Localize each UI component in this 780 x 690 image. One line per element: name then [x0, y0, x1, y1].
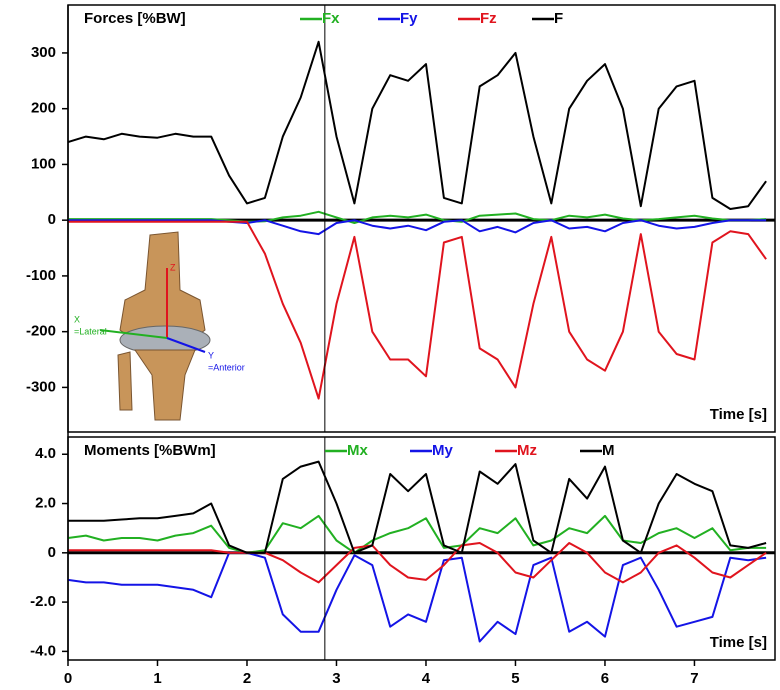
x-tick-label: 6: [601, 670, 609, 687]
x-tick-label: 1: [153, 670, 161, 687]
series-line: [67, 514, 767, 554]
legend-label: Fy: [400, 10, 418, 27]
series-line: [67, 40, 767, 210]
legend-label: Mx: [347, 442, 368, 459]
series-line: [68, 460, 767, 554]
title-box: [72, 7, 240, 31]
y-tick-label: 0: [48, 544, 56, 561]
x-tick-label: 7: [690, 670, 698, 687]
z-label: Z: [170, 262, 176, 272]
x-tick-label: 2: [243, 670, 251, 687]
y-axis: [166, 337, 206, 353]
y-tick-label: 100: [31, 155, 56, 172]
panel-title: Moments [%BWm]: [84, 442, 216, 459]
y-tick-label: 200: [31, 100, 56, 117]
x-tick-label: 0: [64, 670, 72, 687]
legend-label: Fx: [322, 10, 340, 27]
x-tick-label: 4: [422, 670, 431, 687]
x-tick-label: 5: [511, 670, 519, 687]
title-box: [72, 439, 272, 463]
series-line: [68, 220, 767, 400]
knee-illustration: Z X =Lateral Y =Anterior: [74, 231, 245, 421]
y-tick-label: 2.0: [35, 494, 56, 511]
x-axis-label: Time [s]: [710, 406, 767, 423]
y-label: Y: [208, 350, 214, 360]
series-line: [68, 542, 767, 584]
series-line: [68, 210, 767, 224]
y-tick-label: -2.0: [30, 593, 56, 610]
y-tick-label: -200: [26, 323, 56, 340]
plot-frame: [67, 436, 776, 661]
legend-label: Mz: [517, 442, 537, 459]
y-tick-label: 0: [48, 211, 56, 228]
x-label-sub: =Lateral: [74, 326, 107, 336]
y-tick-label: 4.0: [35, 445, 56, 462]
x-tick-label: 3: [332, 670, 340, 687]
x-axis-label: Time [s]: [710, 634, 767, 651]
legend-label: My: [432, 442, 453, 459]
fibula: [117, 351, 133, 411]
y-label-sub: =Anterior: [208, 362, 245, 372]
x-label: X: [74, 314, 80, 324]
y-tick-label: -100: [26, 267, 56, 284]
x-label-box: [677, 402, 773, 428]
y-tick-label: -300: [26, 378, 56, 395]
y-tick-label: -4.0: [30, 642, 56, 659]
legend-label: M: [602, 442, 615, 459]
series-line: [67, 551, 767, 643]
tibia: [134, 349, 196, 421]
legend-label: F: [554, 10, 563, 27]
x-label-box: [677, 630, 773, 656]
y-tick-label: 300: [31, 44, 56, 61]
series-line: [68, 219, 767, 236]
legend-label: Fz: [480, 10, 497, 27]
panel-title: Forces [%BW]: [84, 10, 186, 27]
x-axis: [99, 329, 168, 339]
